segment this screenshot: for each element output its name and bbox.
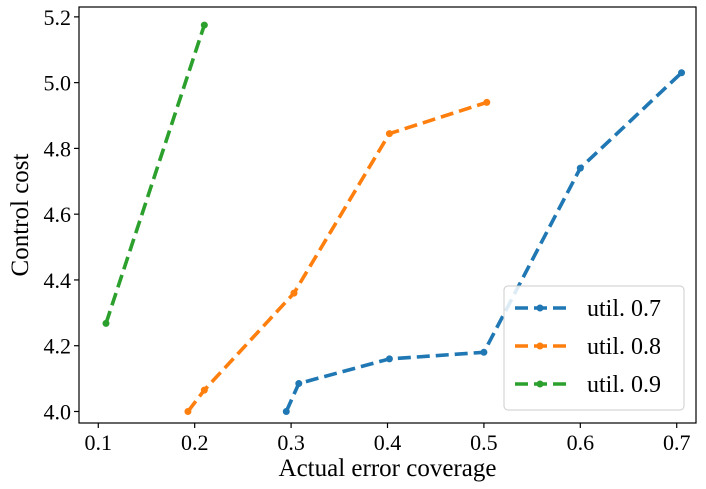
y-tick-label: 4.2	[44, 334, 72, 359]
series-util-0-9	[102, 21, 208, 327]
series-util-0-7	[282, 69, 686, 415]
legend-box	[503, 285, 685, 411]
x-tick-label: 0.3	[277, 430, 305, 455]
legend-marker	[536, 380, 544, 388]
series-util-0-8	[184, 98, 491, 415]
legend-marker	[536, 342, 544, 350]
data-point	[678, 69, 686, 77]
y-tick-label: 4.8	[44, 136, 72, 161]
series-line	[186, 100, 488, 413]
legend: util. 0.7 util. 0.8 util. 0.9	[503, 285, 685, 411]
x-axis-label: Actual error coverage	[279, 455, 497, 482]
y-axis-label: Control cost	[7, 153, 34, 276]
data-point	[200, 21, 208, 29]
x-axis-ticks: 0.1 0.2 0.3 0.4 0.5 0.6 0.7	[85, 423, 691, 455]
y-tick-label: 4.6	[44, 202, 72, 227]
data-point	[295, 380, 303, 388]
data-point	[184, 407, 192, 415]
series-line	[104, 24, 207, 324]
legend-label: util. 0.9	[587, 372, 661, 398]
x-tick-label: 0.6	[567, 430, 595, 455]
x-tick-label: 0.1	[85, 430, 113, 455]
x-tick-label: 0.2	[181, 430, 209, 455]
data-point	[483, 98, 491, 106]
data-point	[576, 164, 584, 172]
data-point	[480, 348, 488, 356]
data-point	[385, 130, 393, 138]
x-tick-label: 0.4	[374, 430, 402, 455]
legend-label: util. 0.7	[587, 296, 661, 322]
y-tick-label: 5.0	[44, 71, 72, 96]
x-tick-label: 0.7	[663, 430, 691, 455]
data-point	[290, 289, 298, 297]
data-point	[282, 407, 290, 415]
y-tick-label: 4.4	[44, 268, 72, 293]
y-tick-label: 4.0	[44, 399, 72, 424]
plot-lines	[102, 21, 686, 415]
legend-label: util. 0.8	[587, 334, 661, 360]
y-tick-label: 5.2	[44, 5, 72, 30]
data-point	[385, 355, 393, 363]
data-point	[102, 319, 110, 327]
y-axis-ticks: 4.0 4.2 4.4 4.6 4.8 5.0 5.2	[44, 5, 79, 424]
legend-marker	[536, 304, 544, 312]
series-line	[284, 71, 683, 413]
x-tick-label: 0.5	[470, 430, 498, 455]
data-point	[200, 386, 208, 394]
